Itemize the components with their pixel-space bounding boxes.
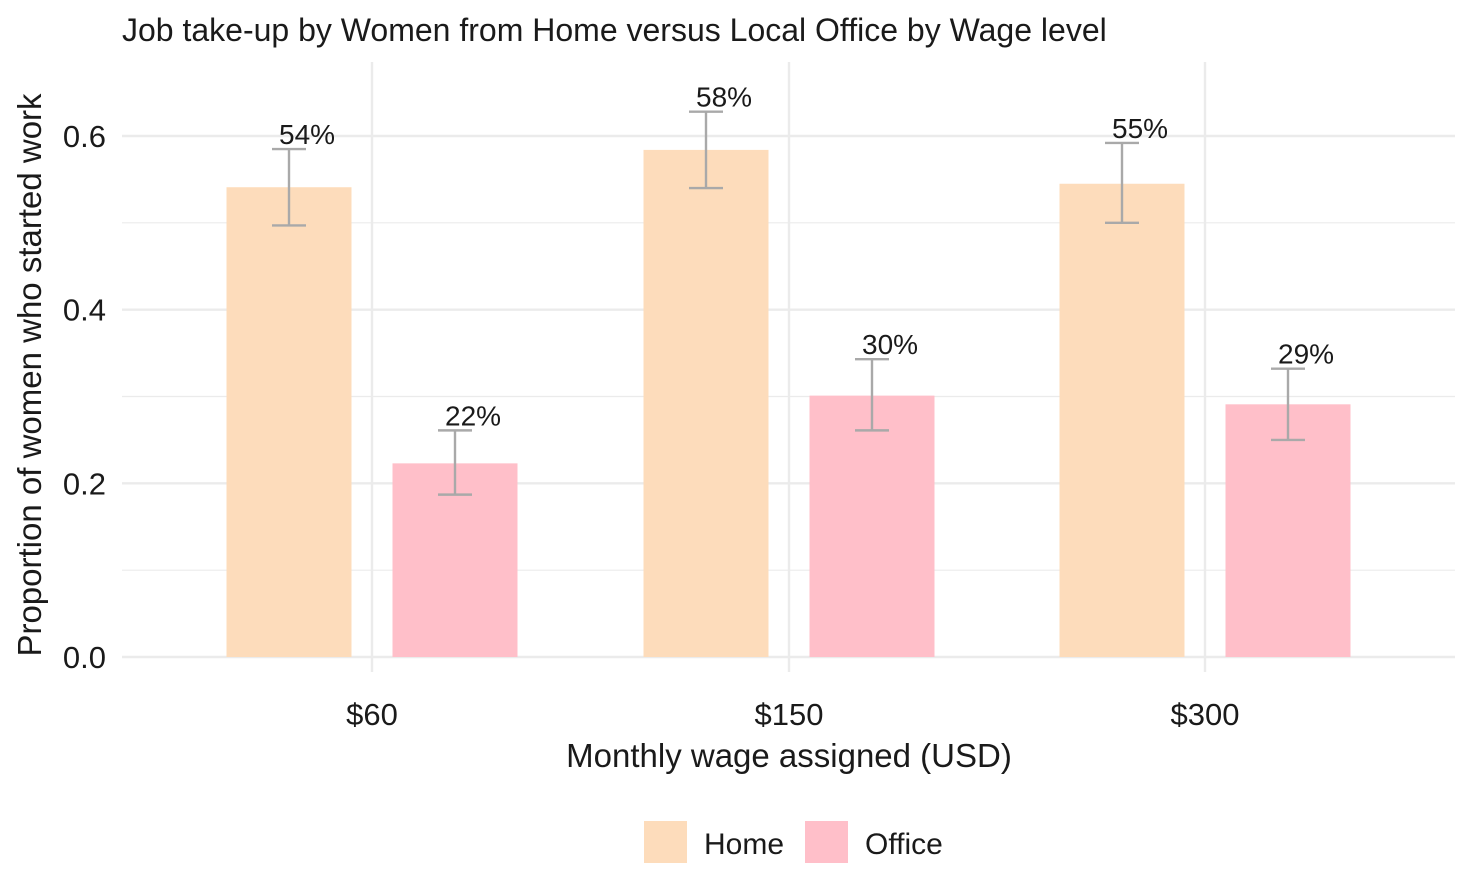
x-tick-label: $60 xyxy=(346,697,398,732)
y-axis-label: Proportion of women who started work xyxy=(11,93,48,657)
bar-office-300 xyxy=(1225,404,1351,657)
chart-title: Job take-up by Women from Home versus Lo… xyxy=(122,12,1107,48)
error-bars xyxy=(272,110,1305,496)
bar-office-150 xyxy=(809,395,935,657)
x-axis-ticks: $60 $150 $300 xyxy=(346,697,1239,732)
bar-label-home-150: 58% xyxy=(696,82,752,113)
bar-label-home-60: 54% xyxy=(279,119,335,150)
x-tick-label: $150 xyxy=(755,697,824,732)
legend-label-office: Office xyxy=(865,828,943,861)
bar-home-150 xyxy=(643,149,769,658)
legend-label-home: Home xyxy=(704,828,784,861)
bar-value-labels: 54% 58% 55% 22% 30% 29% xyxy=(279,82,1334,432)
x-tick-label: $300 xyxy=(1171,697,1240,732)
bar-label-office-300: 29% xyxy=(1278,339,1334,370)
y-axis-ticks: 0.0 0.2 0.4 0.6 xyxy=(63,119,106,675)
y-tick-label: 0.2 xyxy=(63,466,106,501)
y-tick-label: 0.6 xyxy=(63,119,106,154)
bar-home-300 xyxy=(1059,183,1185,657)
y-tick-label: 0.4 xyxy=(63,293,106,328)
legend-swatch-home xyxy=(644,821,687,863)
bars xyxy=(226,149,1351,658)
bar-label-office-150: 30% xyxy=(862,329,918,360)
y-tick-label: 0.0 xyxy=(63,640,106,675)
bar-home-60 xyxy=(226,187,352,657)
x-axis-label: Monthly wage assigned (USD) xyxy=(566,737,1012,774)
legend-swatch-office xyxy=(805,821,848,863)
bar-label-office-60: 22% xyxy=(445,400,501,431)
bar-label-home-300: 55% xyxy=(1112,113,1168,144)
legend: Home Office xyxy=(644,821,943,863)
